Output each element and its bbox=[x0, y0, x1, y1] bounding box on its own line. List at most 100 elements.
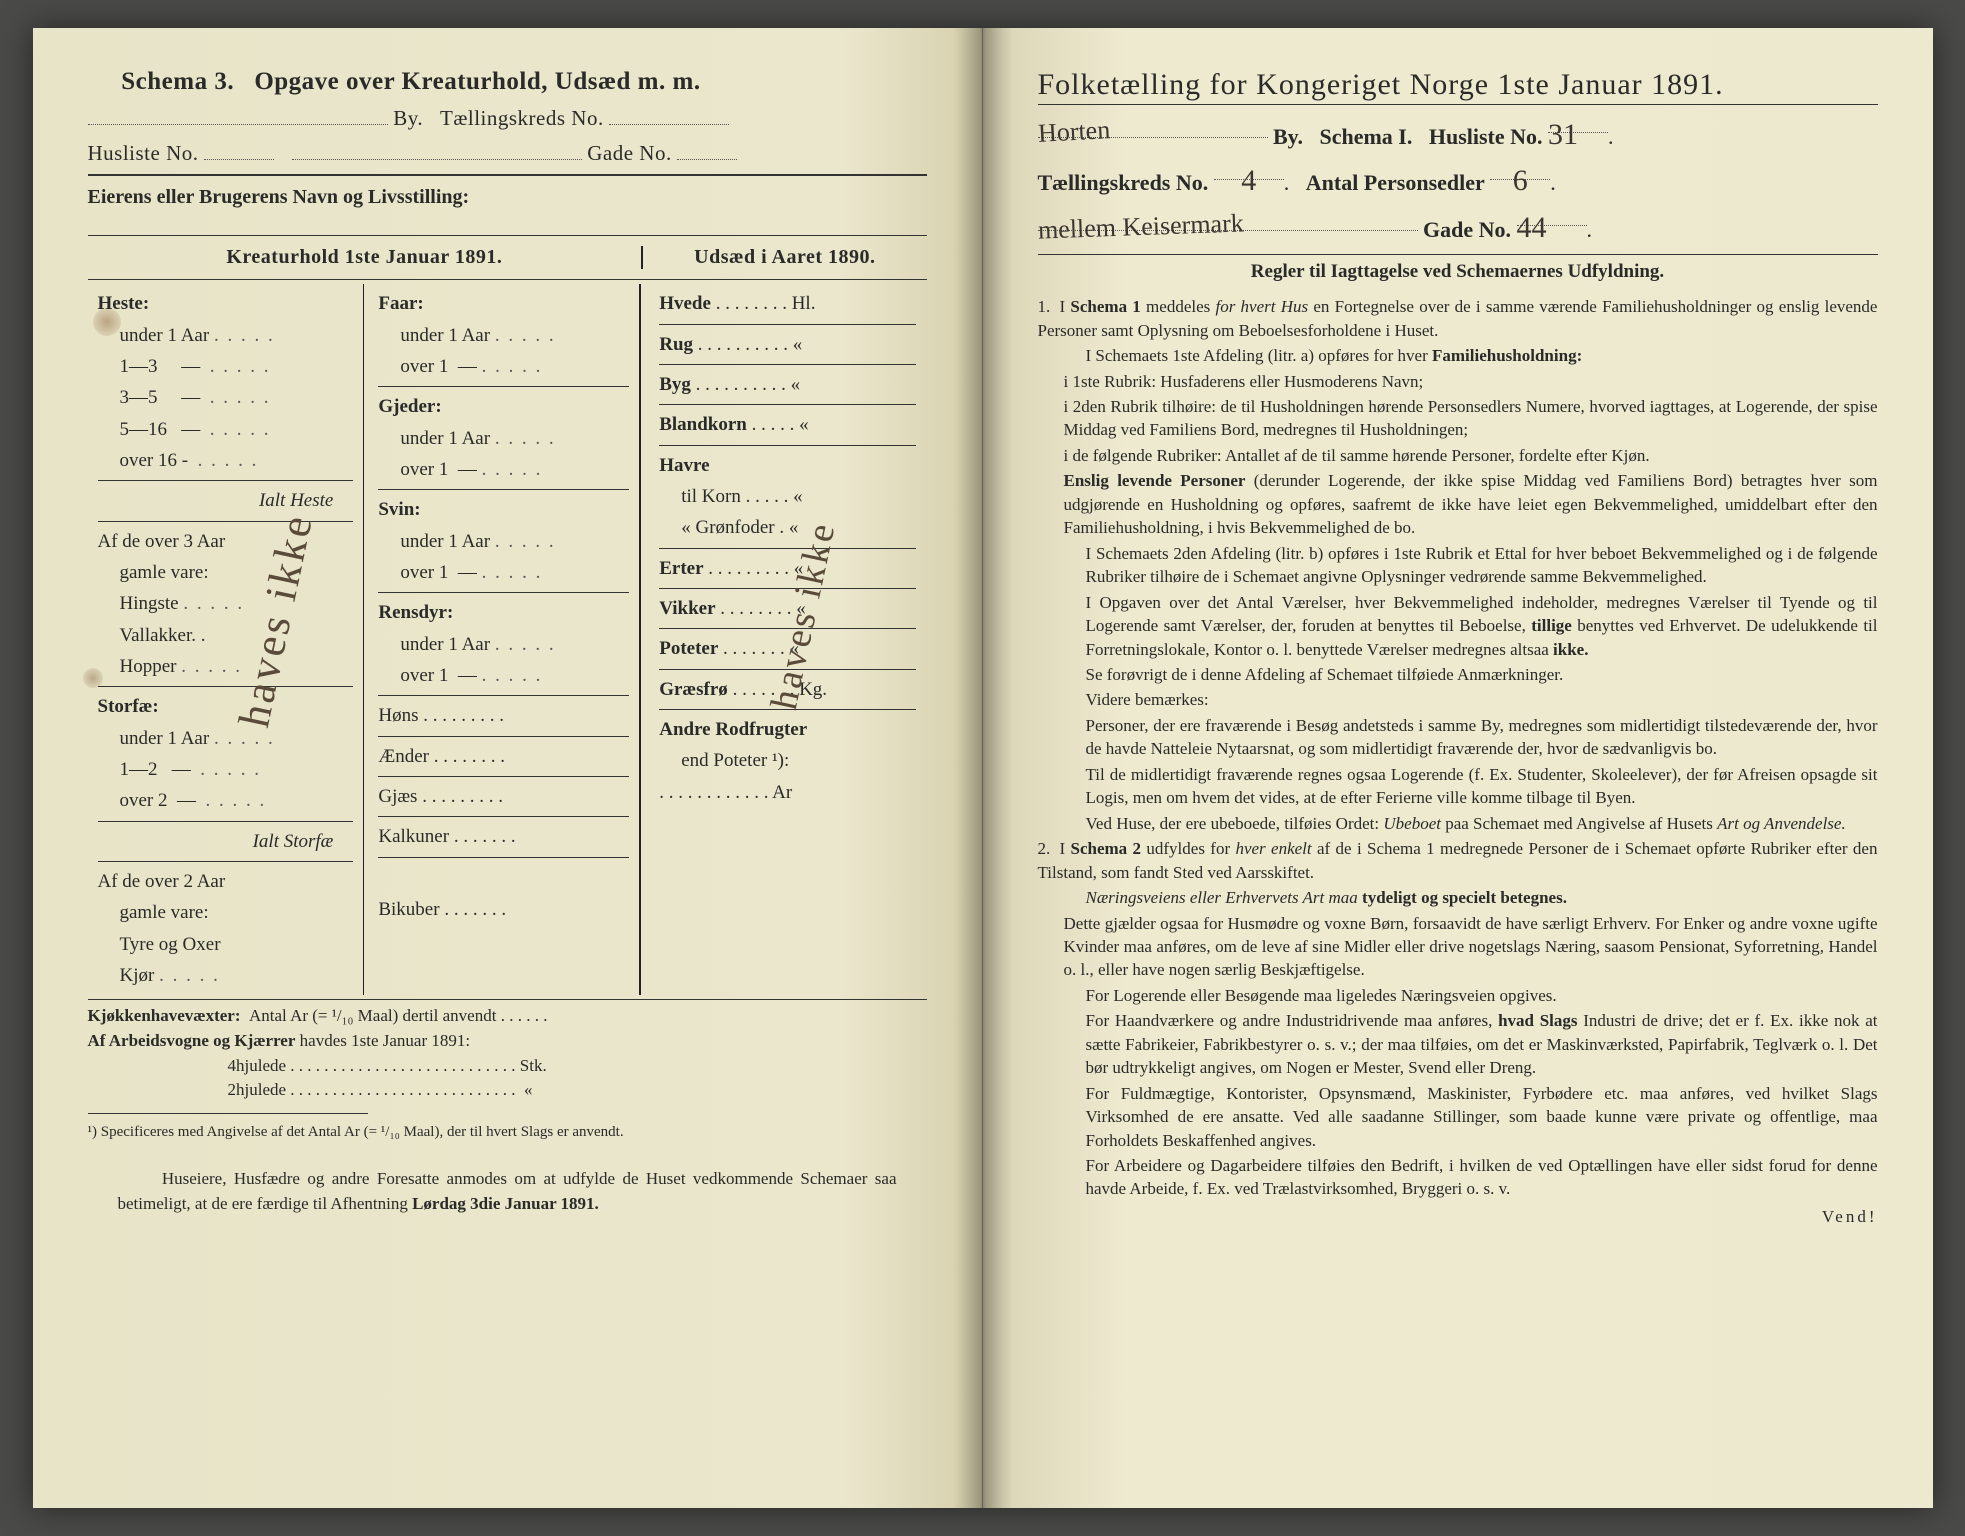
divider bbox=[88, 999, 927, 1000]
rule-p: Til de midlertidigt fraværende regnes og… bbox=[1038, 763, 1878, 810]
rule-p: Enslig levende Personer (derunder Logere… bbox=[1038, 469, 1878, 539]
row: under 1 Aar bbox=[378, 526, 629, 557]
divider bbox=[88, 174, 927, 176]
row: over 1 — bbox=[378, 660, 629, 691]
row: Ænder . . . . . . . . bbox=[378, 741, 629, 772]
left-page: Schema 3. Opgave over Kreaturhold, Udsæd… bbox=[33, 28, 983, 1508]
divider bbox=[1038, 254, 1878, 255]
owner-label: Eierens eller Brugerens Navn og Livsstil… bbox=[88, 186, 927, 209]
row: Bikuber . . . . . . . bbox=[378, 894, 629, 925]
row: Havre bbox=[659, 450, 916, 481]
table-headers: Kreaturhold 1ste Januar 1891. Udsæd i Aa… bbox=[88, 240, 927, 275]
rule-p: I Schemaets 1ste Afdeling (litr. a) opfø… bbox=[1038, 344, 1878, 367]
col-heste: Heste: under 1 Aar 1—3 — 3—5 — 5—16 — ov… bbox=[88, 284, 365, 995]
row: Tyre og Oxer bbox=[98, 929, 354, 960]
hw-street: mellem Keisermark bbox=[1037, 201, 1244, 252]
row: Hopper bbox=[98, 651, 354, 682]
divider bbox=[88, 1113, 368, 1114]
row: end Poteter ¹): bbox=[659, 745, 916, 776]
rules-title: Regler til Iagttagelse ved Schemaernes U… bbox=[1038, 261, 1878, 283]
rule-p: For Arbeidere og Dagarbeidere tilføies d… bbox=[1038, 1154, 1878, 1201]
rule-p: i de følgende Rubriker: Antallet af de t… bbox=[1038, 444, 1878, 467]
udsaed-header: Udsæd i Aaret 1890. bbox=[641, 246, 926, 269]
bottom-notice: Huseiere, Husfædre og andre Foresatte an… bbox=[88, 1167, 927, 1216]
header-row-2: Tællingskreds No. 4. Antal Personsedler … bbox=[1038, 155, 1878, 201]
hw-gadeno: 44 bbox=[1517, 202, 1547, 253]
right-page: Folketælling for Kongeriget Norge 1ste J… bbox=[983, 28, 1933, 1508]
row: over 1 — bbox=[378, 351, 629, 382]
ialt-heste: Ialt Heste bbox=[98, 485, 354, 516]
row: Gjæs . . . . . . . . . bbox=[378, 781, 629, 812]
kjokken-line: Kjøkkenhavevæxter: Antal Ar (= ¹/₁₀ Maal… bbox=[88, 1004, 927, 1029]
row: Hvede . . . . . . . . Hl. bbox=[659, 288, 916, 319]
row: under 1 Aar bbox=[378, 629, 629, 660]
row: Byg . . . . . . . . . . « bbox=[659, 369, 916, 400]
form-header: Horten By. Schema I. Husliste No. 31. Tæ… bbox=[1038, 109, 1878, 248]
schema-label: Schema 3. bbox=[121, 68, 234, 95]
row: over 16 - bbox=[98, 445, 354, 476]
footnote: ¹) Specificeres med Angivelse af det Ant… bbox=[88, 1124, 927, 1141]
row: 5—16 — bbox=[98, 414, 354, 445]
row: 1—3 — bbox=[98, 351, 354, 382]
rule-p: Personer, der ere fraværende i Besøg and… bbox=[1038, 714, 1878, 761]
rule-p: Videre bemærkes: bbox=[1038, 688, 1878, 711]
row: over 1 — bbox=[378, 454, 629, 485]
row: Vallakker. . bbox=[98, 620, 354, 651]
header-line-3: Husliste No. Gade No. bbox=[88, 137, 927, 166]
row: 3—5 — bbox=[98, 382, 354, 413]
row: 1—2 — bbox=[98, 754, 354, 785]
header-row-1: Horten By. Schema I. Husliste No. 31. bbox=[1038, 109, 1878, 155]
hjul4-line: 4hjulede . . . . . . . . . . . . . . . .… bbox=[88, 1054, 927, 1079]
row: Rug . . . . . . . . . . « bbox=[659, 329, 916, 360]
row: Kjør bbox=[98, 960, 354, 991]
rule-p: For Haandværkere og andre Industridriven… bbox=[1038, 1009, 1878, 1079]
rule-p: Ved Huse, der ere ubeboede, tilføies Ord… bbox=[1038, 812, 1878, 835]
row: til Korn . . . . . « bbox=[659, 481, 916, 512]
hw-kreds: 4 bbox=[1241, 155, 1256, 206]
hw-husliste: 31 bbox=[1548, 109, 1578, 160]
row: under 1 Aar bbox=[378, 423, 629, 454]
divider bbox=[88, 279, 927, 280]
vogne-line: Af Arbeidsvogne og Kjærrer havdes 1ste J… bbox=[88, 1029, 927, 1054]
col-faar: Faar: under 1 Aar over 1 — Gjeder: under… bbox=[364, 284, 641, 995]
row: under 1 Aar bbox=[98, 320, 354, 351]
row: under 1 Aar bbox=[378, 320, 629, 351]
rensdyr-label: Rensdyr: bbox=[378, 597, 629, 628]
kreds-label: Tællingskreds No. bbox=[440, 106, 604, 130]
header-row-3: mellem Keisermark Gade No. 44. bbox=[1038, 202, 1878, 248]
row: Af de over 2 Aar bbox=[98, 866, 354, 897]
row: Andre Rodfrugter bbox=[659, 714, 916, 745]
by-label: By. bbox=[393, 106, 423, 130]
rule-p: i 2den Rubrik tilhøire: de til Husholdni… bbox=[1038, 395, 1878, 442]
divider bbox=[88, 235, 927, 236]
vend-label: Vend! bbox=[1038, 1207, 1878, 1227]
rule-p: Dette gjælder ogsaa for Husmødre og voxn… bbox=[1038, 912, 1878, 982]
ialt-storfae: Ialt Storfæ bbox=[98, 826, 354, 857]
row: gamle vare: bbox=[98, 897, 354, 928]
rule-p: For Fuldmægtige, Kontorister, Opsynsmænd… bbox=[1038, 1082, 1878, 1152]
rule-p: I Schemaets 2den Afdeling (litr. b) opfø… bbox=[1038, 542, 1878, 589]
census-title: Folketælling for Kongeriget Norge 1ste J… bbox=[1038, 68, 1878, 102]
kreatur-header: Kreaturhold 1ste Januar 1891. bbox=[88, 246, 642, 269]
main-table: haves ikke haves ikke Heste: under 1 Aar… bbox=[88, 284, 927, 995]
row: . . . . . . . . . . . . Ar bbox=[659, 777, 916, 808]
schema-title: Opgave over Kreaturhold, Udsæd m. m. bbox=[254, 68, 700, 95]
schema3-header: Schema 3. Opgave over Kreaturhold, Udsæd… bbox=[88, 68, 927, 96]
row: Blandkorn . . . . . « bbox=[659, 409, 916, 440]
row: under 1 Aar bbox=[98, 723, 354, 754]
hjul2-line: 2hjulede . . . . . . . . . . . . . . . .… bbox=[88, 1078, 927, 1103]
row: Høns . . . . . . . . . bbox=[378, 700, 629, 731]
rule-p: Næringsveiens eller Erhvervets Art maa t… bbox=[1038, 886, 1878, 909]
heste-label: Heste: bbox=[98, 288, 354, 319]
row: over 1 — bbox=[378, 557, 629, 588]
faar-label: Faar: bbox=[378, 288, 629, 319]
gade-label: Gade No. bbox=[587, 141, 671, 165]
rules-body: 1.I Schema 1 meddeles for hvert Hus en F… bbox=[1038, 295, 1878, 1201]
row: Kalkuner . . . . . . . bbox=[378, 821, 629, 852]
husliste-label: Husliste No. bbox=[88, 141, 199, 165]
svin-label: Svin: bbox=[378, 494, 629, 525]
row: over 2 — bbox=[98, 785, 354, 816]
census-book: Schema 3. Opgave over Kreaturhold, Udsæd… bbox=[33, 28, 1933, 1508]
rule-p: I Opgaven over det Antal Værelser, hver … bbox=[1038, 591, 1878, 661]
rule-p: 1.I Schema 1 meddeles for hvert Hus en F… bbox=[1038, 295, 1878, 342]
